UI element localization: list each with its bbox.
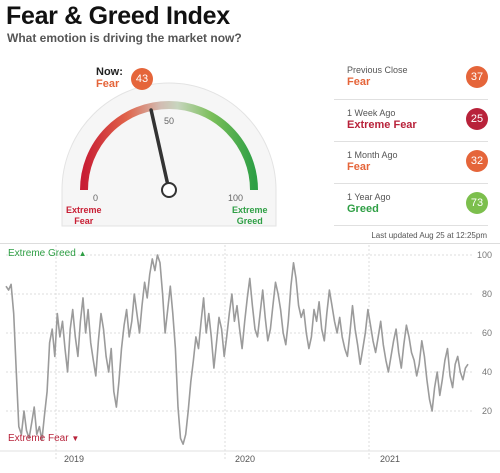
year-label: 2019: [64, 454, 84, 464]
gauge-arc: [80, 101, 258, 191]
gauge-hub: [161, 182, 177, 198]
history-label: Previous Close: [347, 65, 408, 75]
history-1-year-ago[interactable]: 1 Year Ago Greed 73: [334, 184, 488, 226]
gauge-extreme-greed-label: Extreme Greed: [232, 205, 268, 227]
history-value-badge: 25: [466, 108, 488, 130]
extreme-greed-band-text: Extreme Greed: [8, 248, 76, 259]
y-tick-label: 100: [477, 250, 492, 260]
fear-greed-series-line: [5, 254, 469, 445]
history-label: 1 Week Ago: [347, 108, 396, 118]
history-value-badge: 32: [466, 150, 488, 172]
y-tick-label: 20: [482, 406, 492, 416]
gauge-tick-50: 50: [164, 116, 175, 126]
timeline-chart-svg: 20 40 60 80 100 2019 2020 2021: [0, 243, 500, 464]
y-tick-label: 80: [482, 289, 492, 299]
now-label: Now:: [96, 66, 123, 78]
history-label: 1 Year Ago: [347, 192, 391, 202]
gauge-right-line1: Extreme: [232, 205, 268, 215]
history-rating: Fear: [347, 76, 371, 88]
page-subtitle: What emotion is driving the market now?: [7, 31, 242, 45]
fear-greed-gauge: Now: Fear 43 50 0 100 Extreme Fear Extre…: [58, 58, 280, 228]
history-value-badge: 37: [466, 66, 488, 88]
triangle-down-icon: ▼: [71, 434, 80, 443]
extreme-fear-band-label: Extreme Fear ▼: [8, 433, 79, 444]
extreme-greed-band-label: Extreme Greed ▲: [8, 248, 87, 259]
chart-vertical-grid: [0, 245, 500, 461]
timeline-chart: 20 40 60 80 100 2019 2020 2021 Extreme Greed ▲…: [0, 243, 500, 473]
y-tick-label: 60: [482, 328, 492, 338]
year-label: 2020: [235, 454, 255, 464]
history-1-week-ago[interactable]: 1 Week Ago Extreme Fear 25: [334, 100, 488, 142]
history-value-badge: 73: [466, 192, 488, 214]
history-label: 1 Month Ago: [347, 150, 398, 160]
last-updated: Last updated Aug 25 at 12:25pm: [371, 231, 487, 240]
gauge-svg: [61, 82, 277, 227]
history-1-month-ago[interactable]: 1 Month Ago Fear 32: [334, 142, 488, 184]
history-rating: Greed: [347, 203, 379, 215]
history-rating: Extreme Fear: [347, 119, 417, 131]
extreme-fear-band-text: Extreme Fear: [8, 433, 69, 444]
now-rating: Fear: [96, 78, 120, 90]
history-previous-close[interactable]: Previous Close Fear 37: [334, 60, 488, 100]
chart-year-labels: 2019 2020 2021: [64, 454, 400, 464]
page-title: Fear & Greed Index: [6, 2, 230, 30]
gauge-extreme-fear-label: Extreme Fear: [66, 205, 102, 227]
gauge-tick-0: 0: [93, 193, 99, 203]
y-tick-label: 40: [482, 367, 492, 377]
now-value-badge: 43: [131, 68, 153, 90]
gauge-tick-100: 100: [228, 193, 244, 203]
chart-horizontal-grid: [6, 254, 472, 412]
chart-y-tick-labels: 20 40 60 80 100: [477, 250, 492, 416]
triangle-up-icon: ▲: [78, 249, 87, 258]
year-label: 2021: [380, 454, 400, 464]
gauge-left-line2: Fear: [74, 216, 94, 226]
gauge-left-line1: Extreme: [66, 205, 102, 215]
history-rating: Fear: [347, 161, 371, 173]
gauge-right-line2: Greed: [236, 216, 263, 226]
gauge-backdrop: [61, 82, 277, 227]
gauge-needle: [149, 108, 171, 192]
